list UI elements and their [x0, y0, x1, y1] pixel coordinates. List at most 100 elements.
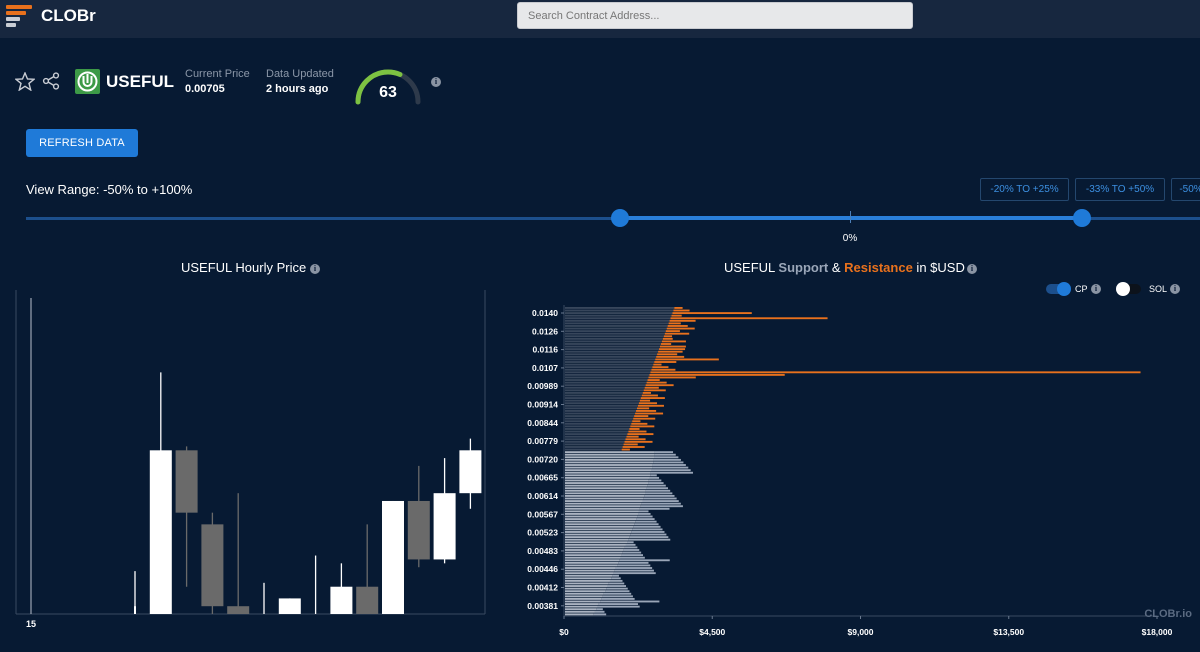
share-icon[interactable]	[42, 72, 60, 90]
support-bar	[634, 523, 659, 526]
candle-body	[330, 586, 353, 614]
support-cumulative-bar	[565, 600, 601, 603]
resistance-bar	[638, 402, 658, 405]
support-bar	[646, 487, 669, 490]
resistance-cumulative-bar	[565, 412, 636, 415]
candle-body	[134, 606, 136, 614]
clobr-logo-icon[interactable]	[6, 5, 32, 29]
resistance-cumulative-bar	[565, 415, 635, 418]
support-bar	[613, 572, 656, 575]
resistance-cumulative-bar	[565, 443, 624, 446]
support-bar	[617, 564, 651, 567]
resistance-bar	[626, 435, 639, 438]
support-bar	[650, 471, 694, 474]
resistance-bar	[655, 358, 719, 361]
resistance-bar	[635, 412, 664, 415]
sr-chart-info-icon[interactable]: i	[967, 264, 977, 274]
star-icon[interactable]	[15, 72, 35, 91]
resistance-cumulative-bar	[565, 317, 671, 320]
support-bar	[608, 582, 625, 585]
sr-y-tick-label: 0.00567	[527, 509, 558, 519]
support-cumulative-bar	[565, 595, 603, 598]
support-cumulative-bar	[565, 466, 653, 469]
support-bar	[623, 549, 640, 551]
sr-chart-title: USEFUL Support & Resistance in $USD	[724, 260, 965, 275]
sr-y-tick-label: 0.00483	[527, 546, 558, 556]
support-bar	[605, 590, 630, 593]
resistance-cumulative-bar	[565, 363, 654, 366]
resistance-cumulative-bar	[565, 348, 660, 351]
support-bar	[611, 577, 621, 580]
support-bar	[618, 561, 649, 564]
range-slider-center-tick	[850, 211, 851, 223]
resistance-cumulative-bar	[565, 368, 652, 371]
support-bar	[619, 559, 670, 562]
resistance-cumulative-bar	[565, 330, 666, 333]
support-bar	[624, 546, 638, 549]
search-input[interactable]	[517, 2, 913, 29]
resistance-bar	[625, 438, 646, 441]
support-cumulative-bar	[565, 556, 621, 559]
range-slider-max-handle[interactable]	[1073, 209, 1091, 227]
resistance-bar	[622, 446, 645, 448]
support-cumulative-bar	[565, 528, 633, 531]
resistance-cumulative-bar	[565, 322, 669, 325]
resistance-cumulative-bar	[565, 438, 626, 441]
resistance-cumulative-bar	[565, 312, 673, 315]
info-icon[interactable]: i	[431, 77, 441, 87]
resistance-cumulative-bar	[565, 440, 625, 443]
support-cumulative-bar	[565, 541, 628, 544]
range-preset-50-button[interactable]: -50%	[1171, 178, 1200, 201]
support-cumulative-bar	[565, 505, 641, 508]
support-bar	[628, 538, 671, 541]
resistance-bar	[652, 366, 669, 369]
resistance-cumulative-bar	[565, 433, 628, 436]
resistance-bar	[654, 361, 677, 363]
support-cumulative-bar	[565, 577, 612, 580]
resistance-cumulative-bar	[565, 309, 674, 312]
support-cumulative-bar	[565, 482, 649, 484]
sol-toggle[interactable]	[1116, 282, 1141, 296]
price-chart-title: USEFUL Hourly Price	[181, 260, 306, 275]
resistance-bar	[629, 428, 640, 430]
resistance-bar	[665, 330, 680, 333]
support-cumulative-bar	[565, 489, 646, 492]
view-range-label: View Range: -50% to +100%	[26, 182, 193, 197]
support-cumulative-bar	[565, 561, 619, 564]
candle-body	[407, 500, 430, 560]
support-bar	[643, 497, 677, 500]
support-bar	[632, 528, 663, 531]
range-preset-20-25-button[interactable]: -20% TO +25%	[980, 178, 1069, 201]
support-bar	[653, 461, 684, 464]
cp-toggle[interactable]	[1046, 282, 1071, 296]
cp-info-icon[interactable]: i	[1091, 284, 1101, 294]
resistance-cumulative-bar	[565, 325, 668, 327]
support-bar	[654, 456, 679, 459]
refresh-data-button[interactable]: REFRESH DATA	[26, 129, 138, 157]
sol-info-icon[interactable]: i	[1170, 284, 1180, 294]
hourly-price-chart: 15	[15, 290, 486, 629]
support-bar	[636, 518, 655, 521]
brand-name[interactable]: CLOBr	[41, 6, 96, 25]
support-bar	[609, 579, 623, 582]
resistance-bar	[666, 327, 695, 330]
resistance-bar	[628, 430, 647, 433]
resistance-cumulative-bar	[565, 410, 637, 412]
sr-x-tick-label: $18,000	[1142, 627, 1173, 637]
sr-y-tick-label: 0.00844	[527, 418, 558, 428]
range-preset-33-50-button[interactable]: -33% TO +50%	[1075, 178, 1165, 201]
sr-y-tick-label: 0.00412	[527, 583, 558, 593]
resistance-bar	[645, 384, 674, 387]
support-bar	[607, 585, 627, 587]
resistance-cumulative-bar	[565, 314, 672, 317]
support-cumulative-bar	[565, 474, 651, 477]
support-bar	[594, 610, 605, 613]
price-chart-info-icon[interactable]: i	[310, 264, 320, 274]
support-bar	[614, 569, 654, 572]
resistance-bar	[657, 353, 678, 356]
range-slider-min-handle[interactable]	[611, 209, 629, 227]
resistance-bar	[660, 343, 672, 345]
support-cumulative-bar	[565, 605, 598, 608]
support-bar	[637, 515, 653, 518]
support-bar	[649, 476, 660, 479]
